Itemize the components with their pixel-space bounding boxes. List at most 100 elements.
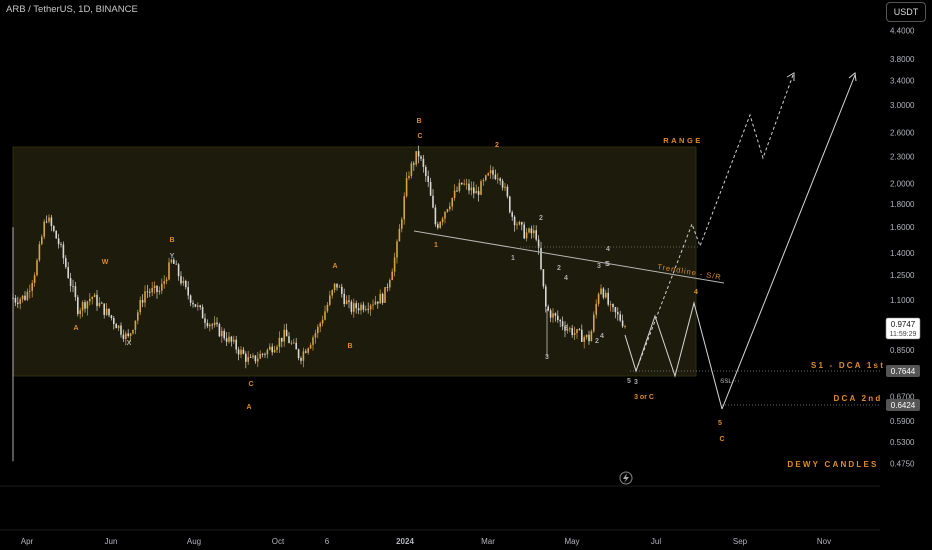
candle-body [115,324,117,329]
candle-body [309,344,312,349]
wave-label: C [719,436,724,443]
candle-body [338,286,341,288]
candle-body [307,348,309,353]
candle-body [192,302,194,305]
candle-body [513,216,516,226]
candle-body [105,308,108,315]
y-tick-label: 1.4000 [890,249,915,258]
candle-body [401,219,403,229]
candle-body [588,334,590,342]
candle-body [269,346,271,350]
candle-body [91,297,93,299]
candle-body [528,228,530,233]
wave-label: 4 [600,333,604,340]
candle-body [331,290,333,296]
symbol-header: ARB / TetherUS, 1D, BINANCE [6,4,138,15]
candle-body [576,329,578,333]
candle-body [345,300,348,305]
candle-body [242,349,245,354]
candle-body [26,291,29,300]
wave-label: Y [170,253,175,260]
candle-body [600,288,602,295]
candle-body [29,290,31,292]
candle-body [396,241,398,258]
candle-body [369,305,372,310]
candle-body [425,166,427,177]
candle-body [139,300,141,313]
last-price: 0.9747 [891,320,916,329]
candle-body [293,342,295,344]
candle-body [321,319,324,324]
x-tick-label: 2024 [396,537,414,546]
candle-body [499,178,501,181]
price-tag: 0.6424 [891,401,916,410]
candle-body [482,180,485,182]
candle-body [127,333,129,336]
candle-body [437,224,439,228]
candle-body [487,173,489,176]
candle-body [542,269,545,287]
candle-body [237,349,240,355]
candle-body [398,228,401,242]
x-tick-label: Jul [651,537,661,546]
y-tick-label: 0.5300 [890,438,915,447]
x-tick-label: Oct [272,537,285,546]
candle-body [57,238,60,245]
price-axis[interactable]: 4.4000 3.8000 3.4000 3.0000 2.6000 2.3000 2.00… [885,26,921,468]
time-axis[interactable]: Apr Jun Aug Oct 6 2024 Mar May Jul Sep Nov [21,537,831,546]
x-tick-label: 6 [325,537,330,546]
candle-body [252,355,254,358]
candle-body [470,187,473,191]
candle-body [573,332,576,335]
candle-body [125,333,127,339]
candle-body [319,323,321,327]
candle-body [60,244,62,246]
price-tag-bg [886,399,920,411]
candle-body [230,336,233,342]
currency-button[interactable]: USDT [886,2,926,22]
wave-label: 2 [595,338,599,345]
candle-body [223,330,225,339]
candle-body [403,196,405,220]
x-tick-label: Jun [105,537,118,546]
candle-body [185,280,187,288]
y-tick-label: 1.8000 [890,200,915,209]
candle-body [240,349,242,355]
candle-body [168,262,170,280]
candle-body [374,301,377,305]
candle-body [372,304,374,306]
candle-body [235,339,237,350]
candle-body [377,301,379,304]
wave-label: A [73,325,78,332]
candle-body [89,298,91,302]
candle-body [621,320,624,327]
candle-body [276,346,278,351]
price-tag-bg [886,365,920,377]
candle-body [247,357,249,362]
candle-body [141,300,144,303]
candle-body [461,182,463,185]
candle-body [624,326,626,328]
wave-label: 3 or C [634,394,654,401]
candle-body [31,283,33,291]
candle-body [581,329,583,342]
candle-body [19,299,21,304]
candle-body [379,293,381,304]
candle-body [189,295,192,303]
candle-body [314,333,317,338]
candle-body [475,191,477,194]
candle-body [585,334,588,338]
lightning-icon[interactable] [619,471,633,485]
candle-body [81,302,84,311]
y-tick-label: 1.2500 [890,271,915,280]
x-tick-label: Mar [481,537,495,546]
wave-label: 1 [511,255,515,262]
y-tick-label: 0.5900 [890,417,915,426]
candle-body [540,248,542,270]
candle-body [357,308,360,311]
candle-body [420,156,422,159]
wave-label: 1 [434,242,438,249]
candle-body [545,286,547,307]
candle-body [554,313,557,316]
